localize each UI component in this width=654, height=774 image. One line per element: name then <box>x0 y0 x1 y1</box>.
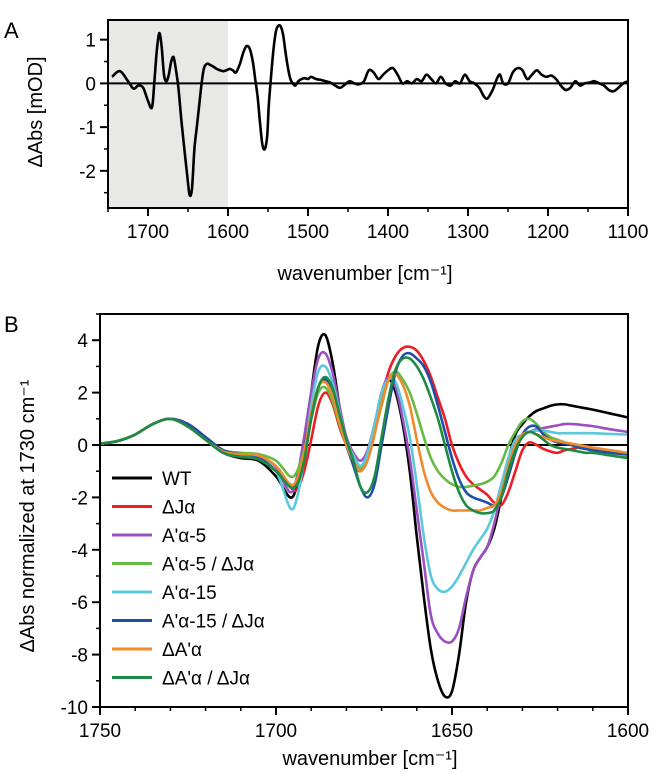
panel-a-x-axis-label: wavenumber [cm⁻¹] <box>276 263 452 285</box>
series-line-a-6 <box>100 372 628 512</box>
x-tick-label: 1200 <box>527 222 569 243</box>
series-line-s0-0 <box>111 23 628 198</box>
y-tick-label: 0 <box>85 74 96 95</box>
x-tick-label: 1500 <box>287 222 329 243</box>
x-tick-label: 1300 <box>447 222 489 243</box>
legend-label: ΔA'α / ΔJα <box>162 669 250 690</box>
y-tick-label: 4 <box>77 331 88 352</box>
panel-b-label: B <box>4 312 19 337</box>
legend-label: ΔJα <box>162 498 195 519</box>
series-line-a-15-j-5 <box>100 351 628 507</box>
x-tick-label: 1100 <box>608 222 649 243</box>
y-tick-label: -2 <box>79 162 96 183</box>
x-tick-label: 1600 <box>207 222 249 243</box>
y-tick-label: -6 <box>71 593 88 614</box>
panel-b-x-axis-label: wavenumber [cm⁻¹] <box>281 748 457 770</box>
x-tick-label: 1750 <box>79 721 121 742</box>
panel-a: A 1700 1600 1500 1400 1300 1200 1100 -2 -1 0 1 wav… <box>4 18 648 285</box>
y-tick-label: -4 <box>71 541 88 562</box>
shaded-region <box>108 20 228 208</box>
panel-b-ticks: 1750 1700 1650 1600 -10 -8 -6 -4 -2 0 2 4 <box>61 313 649 742</box>
y-tick-label: 0 <box>77 436 88 457</box>
x-tick-label: 1700 <box>127 222 169 243</box>
panel-b-series <box>100 332 628 699</box>
x-tick-label: 1700 <box>255 721 297 742</box>
y-tick-label: 1 <box>85 31 96 52</box>
x-tick-label: 1400 <box>367 222 409 243</box>
legend-label: A'α-15 <box>162 583 217 604</box>
y-tick-label: 2 <box>77 384 88 405</box>
panel-b-y-axis-label: ΔAbs normalized at 1730 cm⁻¹ <box>17 379 39 652</box>
x-tick-label: 1600 <box>607 721 649 742</box>
legend-label: A'α-5 / ΔJα <box>162 555 254 576</box>
legend-label: A'α-5 <box>162 526 206 547</box>
panel-a-frame <box>107 19 629 209</box>
y-tick-label: -2 <box>71 488 88 509</box>
x-tick-label: 1650 <box>431 721 473 742</box>
series-line-wt-0 <box>100 332 628 699</box>
legend-label: ΔA'α <box>162 640 202 661</box>
panel-b: B 1750 1700 1650 1600 -10 -8 -6 -4 -2 0 2 4 WT ΔJα A'… <box>4 312 649 770</box>
panel-a-series <box>111 23 628 198</box>
panel-b-legend: WT ΔJα A'α-5 A'α-5 / ΔJα A'α-15 A'α-15 / ΔJα Δ… <box>112 469 265 690</box>
legend-label: WT <box>162 469 192 490</box>
series-line-a-j-7 <box>100 356 628 515</box>
panel-a-shaded-region <box>108 20 228 208</box>
panel-b-frame <box>99 313 629 708</box>
legend-label: A'α-15 / ΔJα <box>162 612 265 633</box>
panel-a-label: A <box>4 18 19 43</box>
panel-a-y-axis-label: ΔAbs [mOD] <box>25 56 47 167</box>
y-tick-label: -1 <box>79 118 96 139</box>
y-tick-label: -8 <box>71 646 88 667</box>
y-tick-label: -10 <box>61 698 88 719</box>
